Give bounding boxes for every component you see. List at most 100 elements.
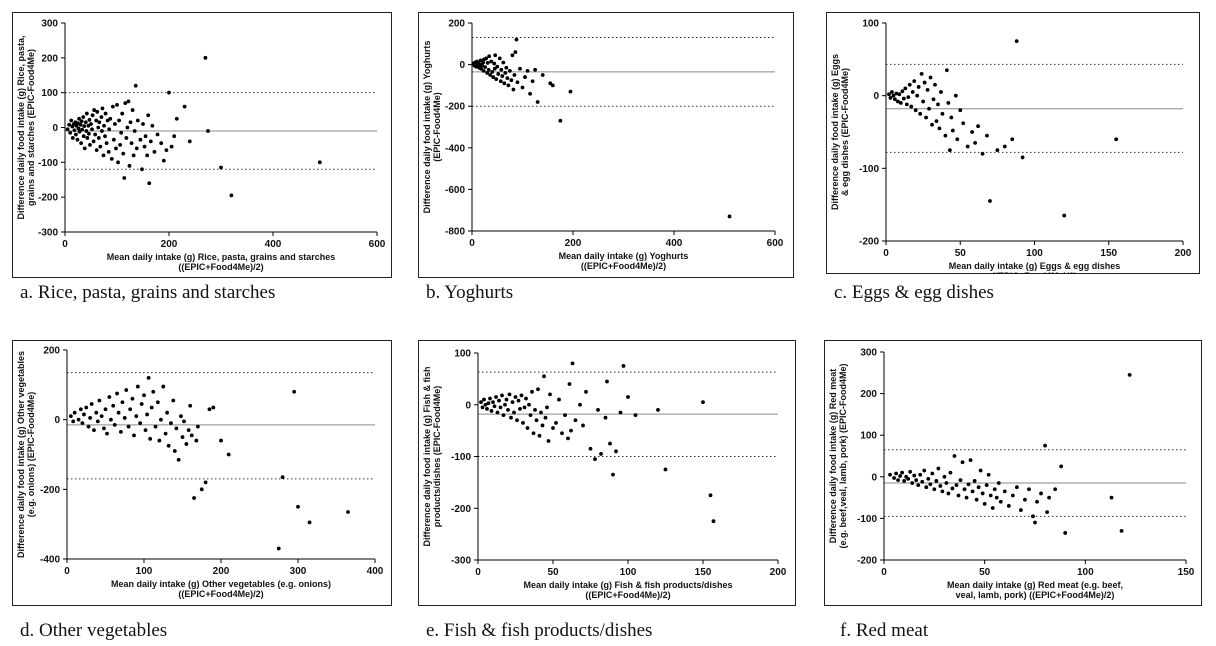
data-point (138, 421, 143, 426)
data-point (496, 72, 501, 76)
data-point (163, 431, 168, 436)
data-point (938, 484, 943, 488)
data-point (317, 160, 322, 165)
data-point (992, 487, 997, 492)
data-point (80, 127, 85, 132)
data-point (134, 146, 139, 151)
data-point (167, 90, 171, 95)
data-point (70, 136, 75, 140)
y-axis-title: & egg dishes (EPIC-Food4Me) (840, 68, 850, 196)
panel-frame (12, 340, 392, 606)
data-point (146, 113, 151, 118)
data-point (972, 479, 977, 483)
y-tick-label: 200 (860, 389, 877, 400)
data-point (189, 433, 194, 438)
data-point (940, 489, 945, 494)
y-tick-label: 100 (454, 349, 471, 360)
data-point (497, 56, 502, 61)
data-point (510, 400, 515, 405)
x-tick-label: 100 (136, 566, 153, 577)
data-point (171, 398, 176, 403)
data-point (76, 417, 81, 422)
data-point (557, 397, 561, 402)
y-tick-label: 0 (52, 123, 58, 134)
data-point (126, 99, 131, 104)
data-point (898, 101, 903, 105)
data-point (107, 395, 112, 399)
data-point (155, 400, 160, 405)
data-point (122, 416, 127, 420)
data-point (500, 393, 504, 398)
data-point (102, 426, 106, 431)
data-point (554, 420, 558, 425)
data-point (79, 141, 84, 146)
data-point (502, 81, 507, 86)
data-point (970, 130, 975, 134)
data-point (970, 489, 975, 494)
x-axis-title: ((EPIC+Food4Me)/2) (581, 261, 666, 271)
data-point (131, 153, 136, 158)
data-point (940, 111, 945, 116)
data-point (1014, 485, 1019, 490)
data-point (485, 61, 490, 65)
data-point (570, 361, 575, 366)
data-point (132, 433, 136, 438)
data-point (127, 163, 132, 168)
data-point (504, 397, 509, 402)
data-point (934, 119, 939, 123)
data-point (68, 414, 73, 419)
data-point (90, 113, 95, 118)
data-point (130, 396, 135, 401)
x-axis-title: ((EPIC+Food4Me)/2) (178, 262, 263, 272)
data-point (965, 144, 970, 149)
data-point (896, 478, 900, 483)
data-point (101, 153, 106, 158)
chart-f: -200 -100 0 100 200 300 0 50 100 150 Mean daily in… (824, 340, 1202, 606)
x-tick-label: 150 (695, 567, 712, 578)
data-point (492, 66, 497, 71)
data-point (901, 96, 906, 101)
data-point (491, 75, 496, 79)
x-axis-title: ((EPIC+Food4Me)/2) (992, 271, 1077, 274)
data-point (907, 82, 912, 87)
data-point (534, 418, 539, 423)
data-point (930, 122, 934, 127)
data-point (527, 402, 531, 407)
data-point (104, 141, 109, 146)
data-point (546, 439, 551, 443)
data-point (92, 428, 96, 433)
y-tick-label: -100 (857, 514, 877, 525)
data-point (513, 395, 518, 399)
chart-e: -300 -200 -100 0 100 0 50 100 150 200 Mean daily i… (418, 340, 796, 606)
y-tick-label: -200 (859, 237, 879, 248)
data-point (952, 454, 957, 458)
data-point (146, 375, 151, 380)
data-point (536, 387, 540, 392)
panel-frame (826, 12, 1200, 274)
data-point (211, 405, 216, 410)
data-point (120, 111, 125, 116)
data-point (542, 374, 546, 379)
panel-frame (418, 340, 796, 606)
data-point (161, 158, 166, 163)
data-point (96, 136, 101, 140)
data-point (518, 66, 522, 71)
data-point (914, 478, 919, 483)
caption-e: e. Fish & fish products/dishes (426, 620, 653, 641)
data-point (77, 129, 82, 134)
data-point (891, 93, 896, 98)
data-point (503, 71, 508, 75)
y-tick-label: 0 (873, 91, 879, 102)
data-point (108, 417, 113, 422)
data-point (513, 50, 518, 55)
data-point (102, 123, 106, 128)
y-tick-label: 300 (41, 19, 58, 30)
data-point (124, 388, 129, 392)
data-point (124, 136, 129, 140)
data-point (182, 419, 186, 424)
data-point (1010, 137, 1015, 142)
data-point (145, 153, 150, 158)
y-tick-label: -200 (40, 485, 60, 496)
y-tick-label: -100 (451, 452, 471, 463)
data-point (119, 130, 124, 135)
